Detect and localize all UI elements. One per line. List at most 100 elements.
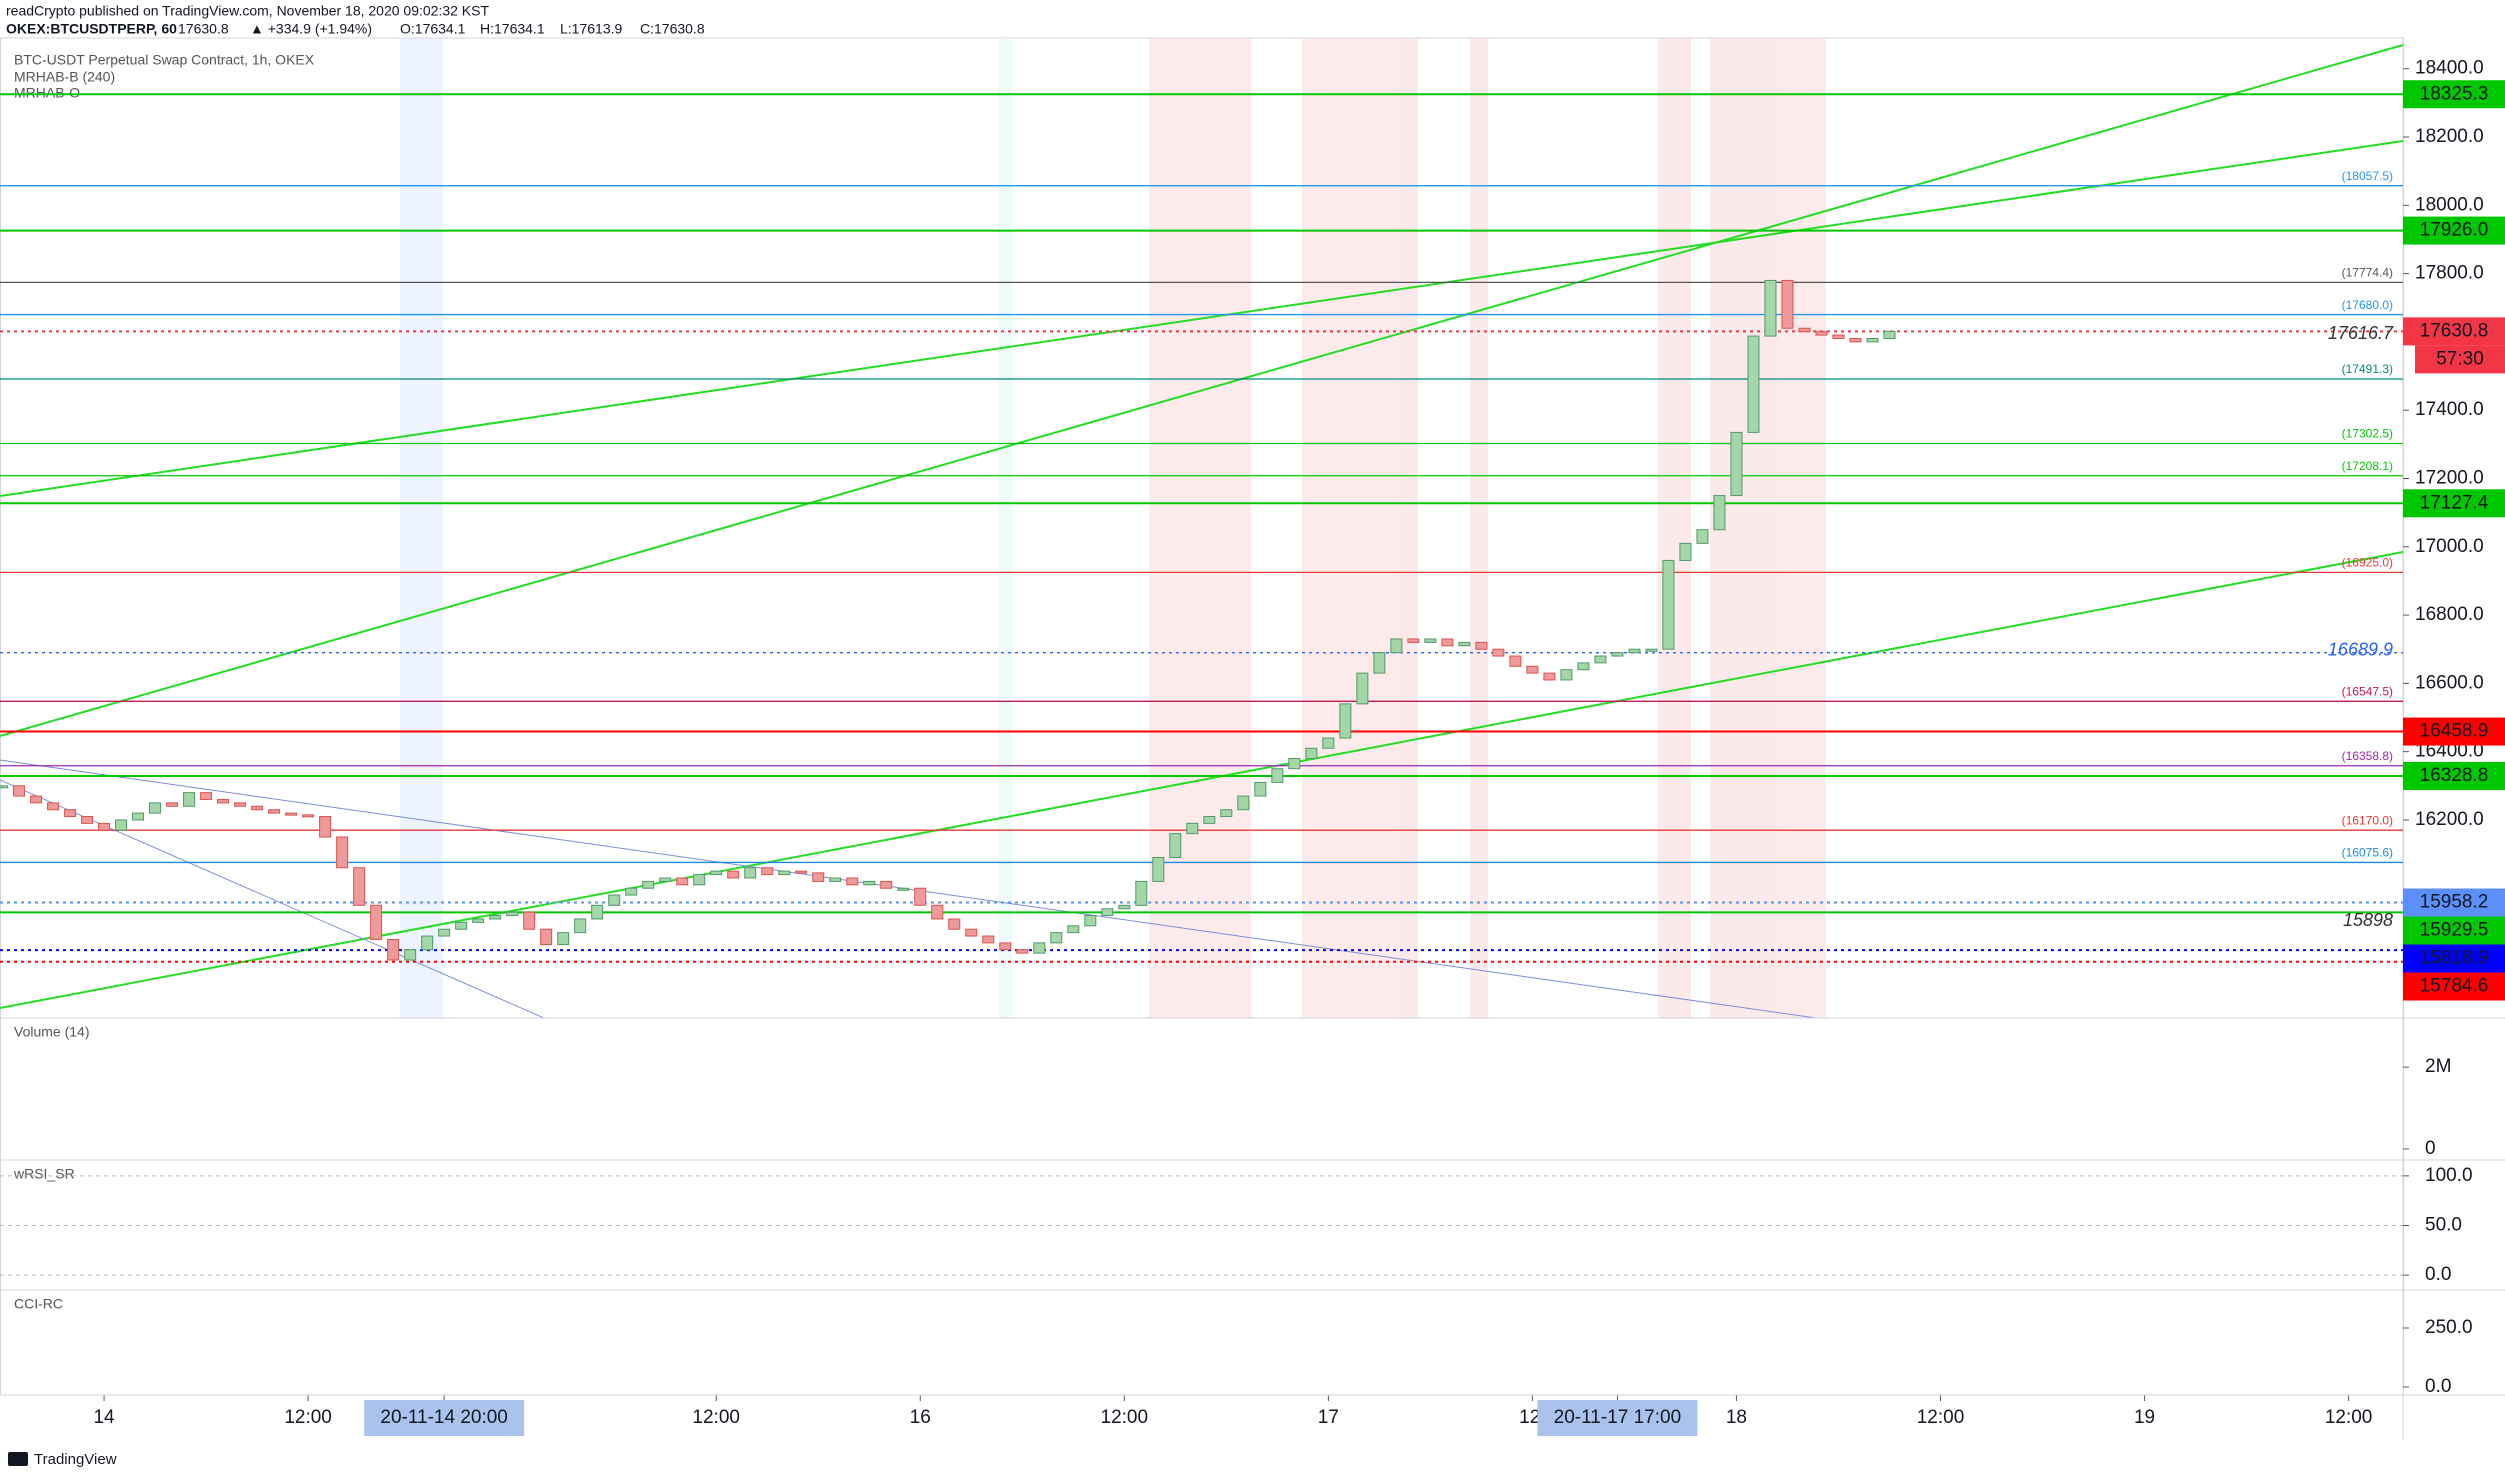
candle [1475, 641, 1488, 650]
price-tag [2403, 216, 2505, 245]
bands [400, 38, 1826, 1018]
candle [506, 911, 519, 917]
x-tick-label: 18 [1726, 1407, 1747, 1428]
y-tick-label: 16400.0 [2415, 741, 2484, 762]
trend-line [0, 140, 2404, 497]
candle [268, 809, 281, 814]
candle [1662, 559, 1675, 650]
candle [1203, 816, 1216, 824]
price-tag-label: 15929.5 [2420, 920, 2489, 941]
candle [149, 802, 162, 814]
high: H:17634.1 [480, 21, 545, 37]
countdown-tag [2415, 345, 2505, 374]
publisher: readCrypto published on TradingView.com,… [6, 3, 489, 19]
candle [1577, 662, 1590, 671]
candle [948, 918, 961, 930]
price-tag [2403, 489, 2505, 518]
candle [999, 942, 1012, 951]
candle [387, 938, 400, 961]
pane-tick-label: 100.0 [2425, 1165, 2473, 1186]
level-label: 15898 [2343, 910, 2393, 930]
candle [727, 870, 740, 879]
candle [1492, 648, 1505, 657]
level-label: (17208.1) [2342, 459, 2393, 473]
candle [1798, 327, 1811, 333]
y-tick-label: 17200.0 [2415, 468, 2484, 489]
trend-line [0, 779, 545, 1019]
candle [1560, 669, 1573, 681]
x-tick-label: 12:00 [1917, 1407, 1965, 1428]
level-label: (16925.0) [2342, 556, 2393, 570]
candle [0, 785, 9, 789]
candle [540, 928, 553, 946]
candle [353, 867, 366, 906]
x-tick-label: 12:00 [284, 1407, 332, 1428]
candle [302, 814, 315, 818]
price-tag [2403, 916, 2505, 945]
y-tick-label: 17800.0 [2415, 263, 2484, 284]
candle [1594, 655, 1607, 664]
candle [1611, 652, 1624, 657]
candle [1118, 904, 1131, 910]
pane-label: Volume (14) [14, 1024, 89, 1040]
candle [1781, 279, 1794, 329]
level-label: (17774.4) [2342, 266, 2393, 280]
pane-label: wRSI_SR [13, 1166, 75, 1182]
candle [761, 867, 774, 876]
candle [64, 809, 77, 818]
candle [1832, 334, 1845, 339]
price-tag [2403, 888, 2505, 917]
candle [1883, 330, 1896, 339]
logo [8, 1452, 28, 1466]
y-tick-label: 16600.0 [2415, 672, 2484, 693]
candle [1509, 655, 1522, 667]
candle [1101, 908, 1114, 917]
price-tag-label: 15958.2 [2420, 892, 2489, 913]
candle [846, 877, 859, 886]
candle [795, 870, 808, 874]
candle [914, 887, 927, 906]
band [1658, 38, 1691, 1018]
candle [47, 802, 60, 811]
candle [1033, 942, 1046, 954]
y-tick-label: 17000.0 [2415, 536, 2484, 557]
candle [523, 911, 536, 930]
candle [1322, 737, 1335, 749]
open: O:17634.1 [400, 21, 466, 37]
candle [81, 816, 94, 824]
pane-tick-label: 0.0 [2425, 1264, 2451, 1285]
band [998, 38, 1012, 1018]
x-tick-label: 12:00 [692, 1407, 740, 1428]
price-tag-label: 16328.8 [2420, 765, 2489, 786]
candle [217, 798, 230, 804]
candle [285, 812, 298, 816]
candle [1764, 279, 1777, 337]
x-tick-label: 20-11-17 17:00 [1554, 1407, 1681, 1428]
candle [1016, 949, 1029, 954]
candle [1288, 757, 1301, 770]
band [1302, 38, 1418, 1018]
candle [13, 785, 26, 797]
pane-tick-label: 50.0 [2425, 1215, 2462, 1236]
candle [1271, 768, 1284, 783]
candle [1237, 795, 1250, 811]
y-tick-label: 18000.0 [2415, 194, 2484, 215]
x-tick-label: 14 [93, 1407, 115, 1428]
trend-line [0, 44, 2404, 737]
legend-item: MRHAB-B (240) [14, 69, 115, 85]
x-tick-label: 16 [910, 1407, 931, 1428]
band [1470, 38, 1488, 1018]
candle [591, 904, 604, 920]
candle [1356, 672, 1369, 705]
candle [30, 795, 43, 804]
pane-tick-label: 0.0 [2425, 1376, 2451, 1397]
candle [455, 921, 468, 930]
candle [1458, 641, 1471, 647]
candle [1424, 638, 1437, 643]
price-tag [2403, 944, 2505, 973]
candle [200, 792, 213, 800]
level-label: (16358.8) [2342, 749, 2393, 763]
candle [676, 877, 689, 886]
candle [1254, 781, 1267, 797]
